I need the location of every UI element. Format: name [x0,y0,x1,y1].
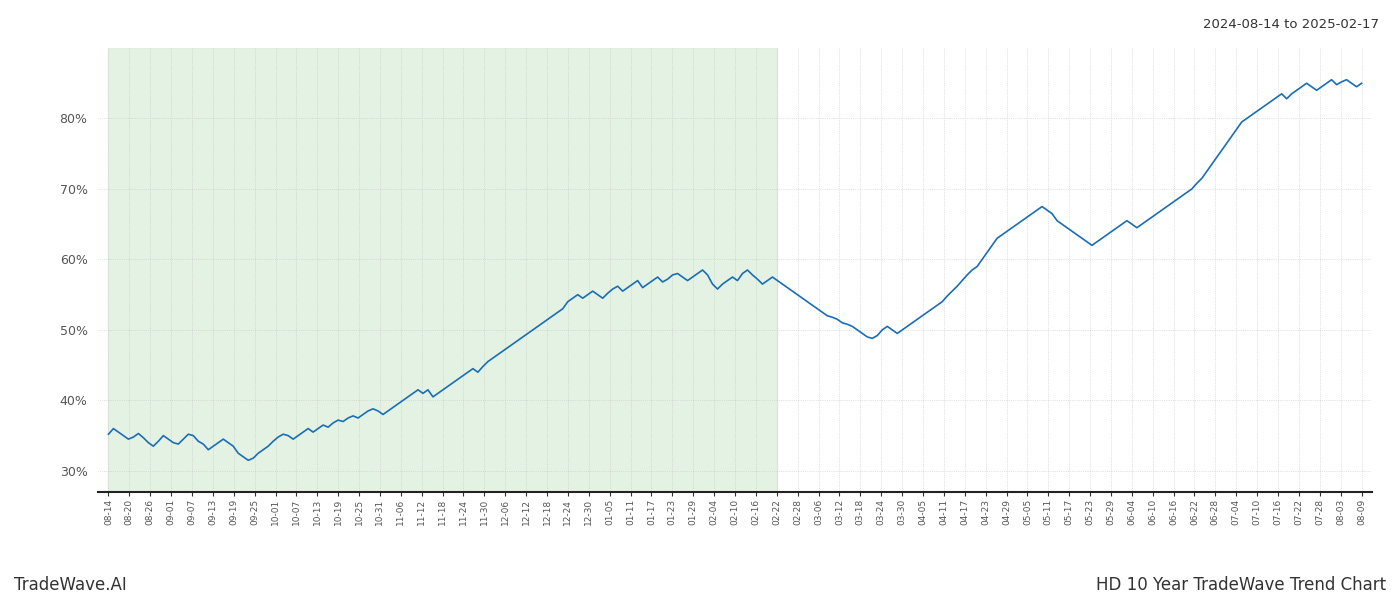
Text: TradeWave.AI: TradeWave.AI [14,576,127,594]
Bar [108,48,777,492]
Text: HD 10 Year TradeWave Trend Chart: HD 10 Year TradeWave Trend Chart [1096,576,1386,594]
Text: 2024-08-14 to 2025-02-17: 2024-08-14 to 2025-02-17 [1203,18,1379,31]
